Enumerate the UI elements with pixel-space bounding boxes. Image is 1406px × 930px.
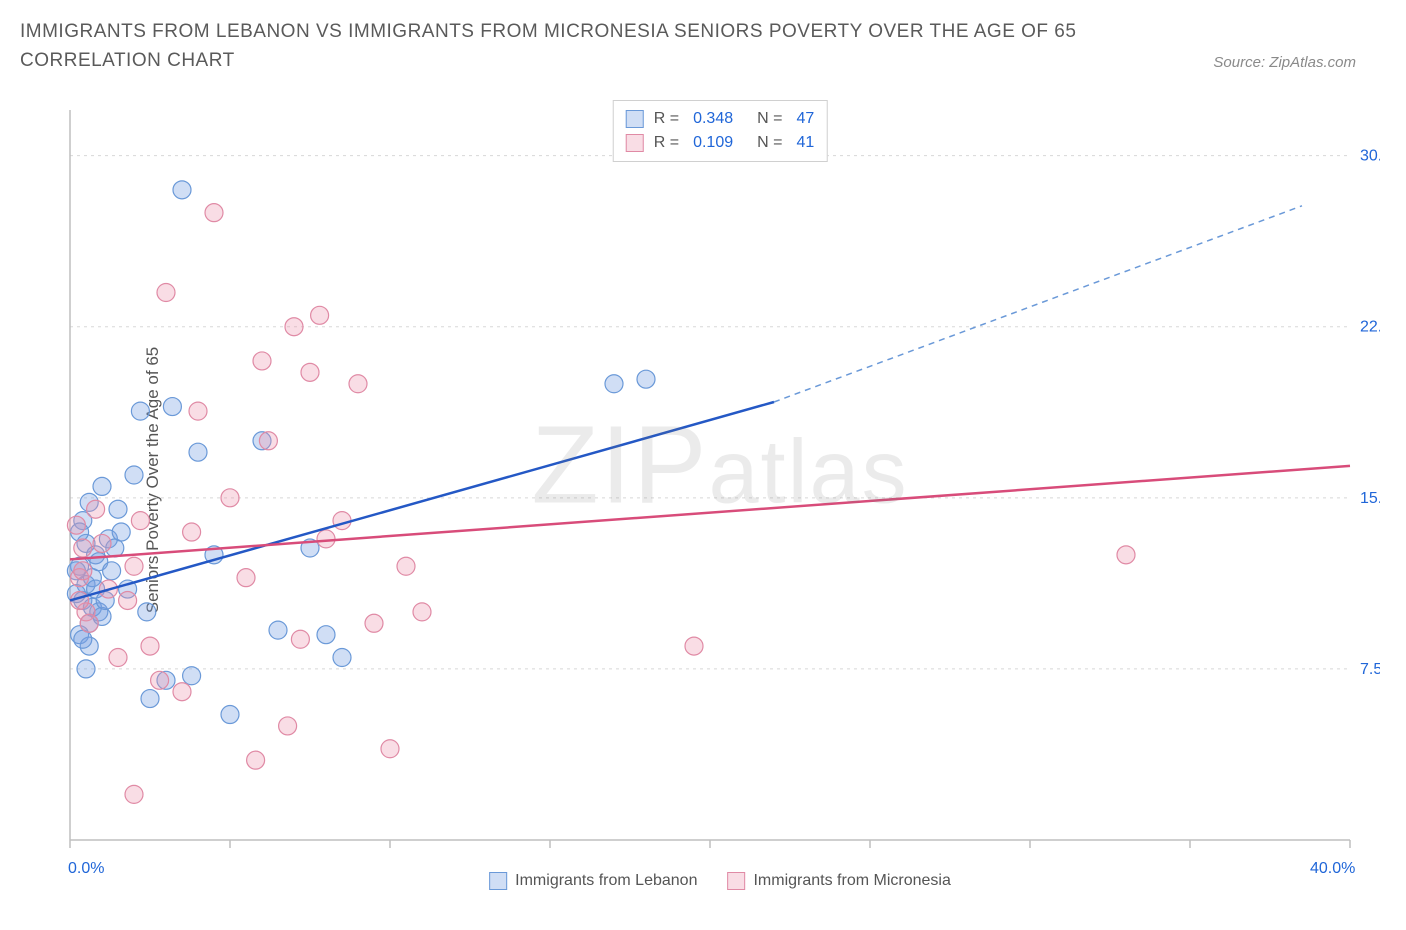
x-axis-max-label: 40.0% bbox=[1310, 860, 1355, 878]
svg-text:22.5%: 22.5% bbox=[1360, 319, 1380, 336]
legend-series-label: Immigrants from Micronesia bbox=[753, 872, 950, 890]
legend-stat-row: R = 0.348 N = 47 bbox=[626, 107, 815, 131]
legend-series-item: Immigrants from Lebanon bbox=[489, 872, 697, 890]
source-prefix: Source: bbox=[1213, 54, 1269, 71]
legend-stat-row: R = 0.109 N = 41 bbox=[626, 131, 815, 155]
legend-bottom: Immigrants from Lebanon Immigrants from M… bbox=[489, 872, 951, 890]
header: IMMIGRANTS FROM LEBANON VS IMMIGRANTS FR… bbox=[0, 0, 1406, 75]
n-value: 47 bbox=[796, 107, 814, 131]
source-name: ZipAtlas.com bbox=[1269, 54, 1356, 71]
legend-swatch bbox=[727, 872, 745, 890]
legend-swatch bbox=[489, 872, 507, 890]
r-value: 0.348 bbox=[693, 107, 733, 131]
legend-swatch bbox=[626, 134, 644, 152]
chart-title: IMMIGRANTS FROM LEBANON VS IMMIGRANTS FR… bbox=[20, 18, 1120, 75]
r-label: R = bbox=[654, 131, 679, 155]
r-label: R = bbox=[654, 107, 679, 131]
chart-area: Seniors Poverty Over the Age of 65 7.5%1… bbox=[60, 100, 1380, 860]
r-value: 0.109 bbox=[693, 131, 733, 155]
title-block: IMMIGRANTS FROM LEBANON VS IMMIGRANTS FR… bbox=[20, 18, 1120, 75]
svg-text:15.0%: 15.0% bbox=[1360, 490, 1380, 507]
source-credit: Source: ZipAtlas.com bbox=[1213, 54, 1386, 75]
n-label: N = bbox=[757, 131, 782, 155]
n-value: 41 bbox=[796, 131, 814, 155]
x-axis-min-label: 0.0% bbox=[68, 860, 104, 878]
legend-swatch bbox=[626, 110, 644, 128]
legend-series-label: Immigrants from Lebanon bbox=[515, 872, 697, 890]
legend-series-item: Immigrants from Micronesia bbox=[727, 872, 950, 890]
svg-text:30.0%: 30.0% bbox=[1360, 148, 1380, 165]
scatter-plot: 7.5% 15.0% 22.5% 30.0% bbox=[60, 100, 1380, 860]
svg-text:7.5%: 7.5% bbox=[1360, 661, 1380, 678]
n-label: N = bbox=[757, 107, 782, 131]
legend-stats-box: R = 0.348 N = 47 R = 0.109 N = 41 bbox=[613, 100, 828, 162]
